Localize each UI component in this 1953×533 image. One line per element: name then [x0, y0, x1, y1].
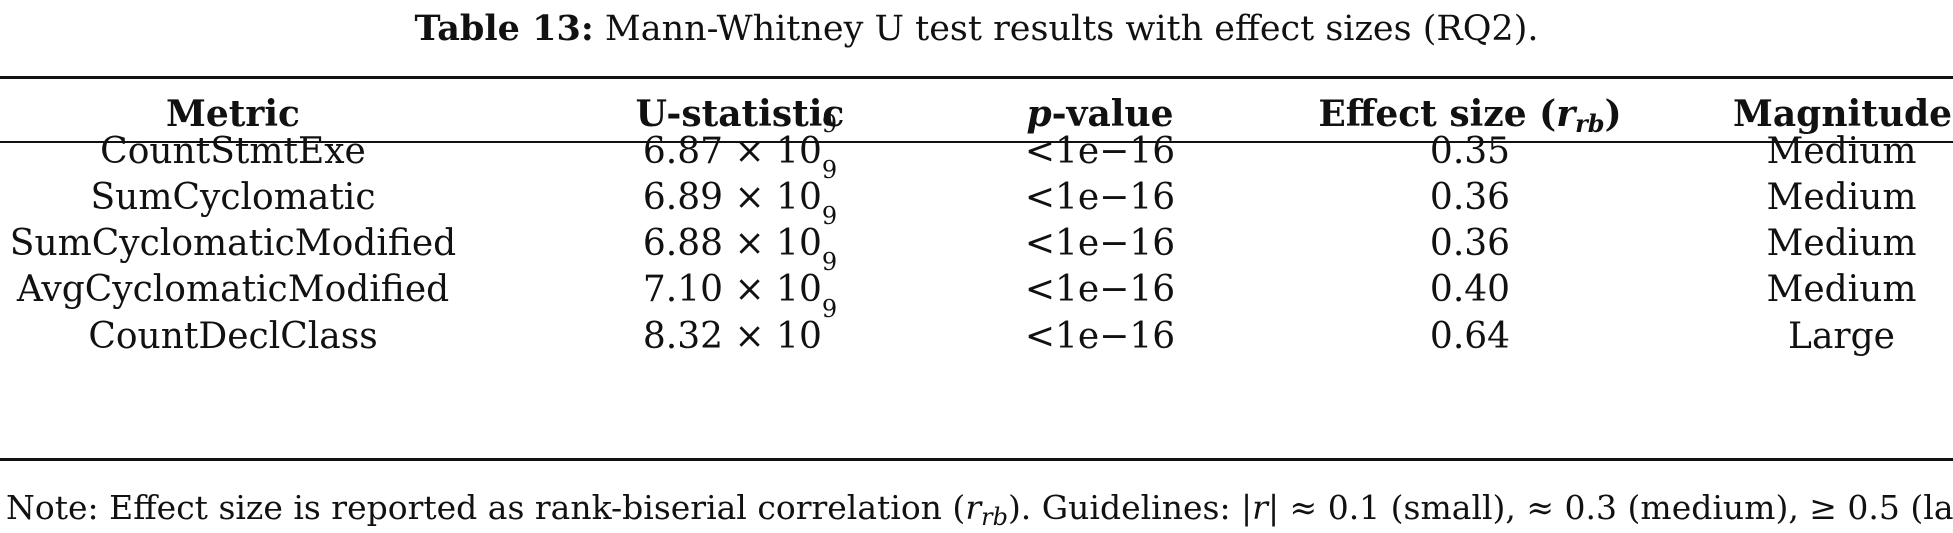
cell-magnitude: Medium [1766, 223, 1917, 264]
u-exponent: 9 [821, 295, 838, 323]
cell-effect-size: 0.36 [1429, 177, 1511, 218]
cell-effect-size: 0.40 [1429, 269, 1511, 310]
table-row: CountDeclClass 8.32 × 109 <1e−16 0.64 La… [0, 297, 1953, 365]
note-abs-r: r [1252, 488, 1268, 527]
note-part1: Note: Effect size is reported as rank-bi… [6, 488, 966, 527]
u-mantissa: 6.88 × 10 [642, 223, 822, 264]
cell-metric: AvgCyclomaticModified [16, 269, 450, 310]
cell-p-value: <1e−16 [1024, 177, 1176, 218]
table-note: Note: Effect size is reported as rank-bi… [6, 486, 1953, 531]
table-row: SumCyclomatic 6.89 × 109 <1e−16 0.36 Med… [0, 158, 1953, 226]
u-exponent: 9 [821, 248, 838, 276]
header-magnitude: Magnitude [1733, 93, 1953, 135]
note-part2: ). Guidelines: | [1007, 488, 1253, 527]
caption-text: Mann-Whitney U test results with effect … [604, 9, 1539, 49]
u-mantissa: 6.89 × 10 [642, 177, 822, 218]
table-row: AvgCyclomaticModified 7.10 × 109 <1e−16 … [0, 250, 1953, 318]
header-effect-suffix: ) [1604, 93, 1622, 135]
note-r-symbol: r [965, 488, 982, 527]
cell-p-value: <1e−16 [1024, 316, 1176, 357]
header-effect-prefix: Effect size ( [1318, 93, 1557, 135]
cell-magnitude: Medium [1766, 269, 1917, 310]
header-p-symbol: p [1026, 93, 1052, 135]
table-row: CountStmtExe 6.87 × 109 <1e−16 0.35 Medi… [0, 112, 1953, 180]
cell-magnitude: Large [1788, 316, 1895, 357]
cell-u-statistic: 7.10 × 109 [540, 250, 940, 318]
header-u-statistic: U-statistic [635, 93, 845, 135]
table-row: SumCyclomaticModified 6.88 × 109 <1e−16 … [0, 204, 1953, 272]
u-exponent: 9 [821, 110, 838, 138]
cell-u-statistic: 8.32 × 109 [540, 297, 940, 365]
cell-metric: CountStmtExe [100, 131, 366, 172]
u-mantissa: 7.10 × 10 [642, 269, 822, 310]
u-mantissa: 6.87 × 10 [642, 131, 822, 172]
cell-magnitude: Medium [1766, 177, 1917, 218]
cell-p-value: <1e−16 [1024, 223, 1176, 264]
caption-label: Table 13: [414, 8, 594, 49]
header-effect-symbol: r [1556, 93, 1576, 135]
cell-p-value: <1e−16 [1024, 131, 1176, 172]
table-header-row: Metric U-statistic p-value Effect size (… [0, 86, 1953, 142]
bottom-rule [0, 458, 1953, 461]
note-r-subscript: rb [981, 503, 1008, 531]
header-p-value: p-value [900, 86, 1300, 142]
cell-effect-size: 0.36 [1429, 223, 1511, 264]
cell-metric: CountDeclClass [88, 316, 378, 357]
cell-p-value: <1e−16 [1024, 269, 1176, 310]
cell-metric: SumCyclomatic [90, 177, 376, 218]
header-effect-subscript: rb [1575, 109, 1605, 138]
cell-u-statistic: 6.88 × 109 [540, 204, 940, 272]
top-rule [0, 76, 1953, 79]
u-exponent: 9 [821, 202, 838, 230]
cell-u-statistic: 6.87 × 109 [540, 112, 940, 180]
table-caption: Table 13: Mann-Whitney U test results wi… [0, 6, 1953, 52]
header-p-suffix: -value [1051, 93, 1174, 135]
u-mantissa: 8.32 × 10 [642, 316, 822, 357]
cell-effect-size: 0.64 [1429, 316, 1511, 357]
header-effect-size: Effect size (rrb) [1260, 86, 1680, 142]
header-rule [0, 141, 1953, 143]
cell-effect-size: 0.35 [1429, 131, 1511, 172]
cell-u-statistic: 6.89 × 109 [540, 158, 940, 226]
header-metric: Metric [166, 93, 300, 135]
u-exponent: 9 [821, 156, 838, 184]
cell-magnitude: Medium [1766, 131, 1917, 172]
cell-metric: SumCyclomaticModified [9, 223, 457, 264]
note-part3: | ≈ 0.1 (small), ≈ 0.3 (medium), ≥ 0.5 (… [1267, 488, 1953, 527]
